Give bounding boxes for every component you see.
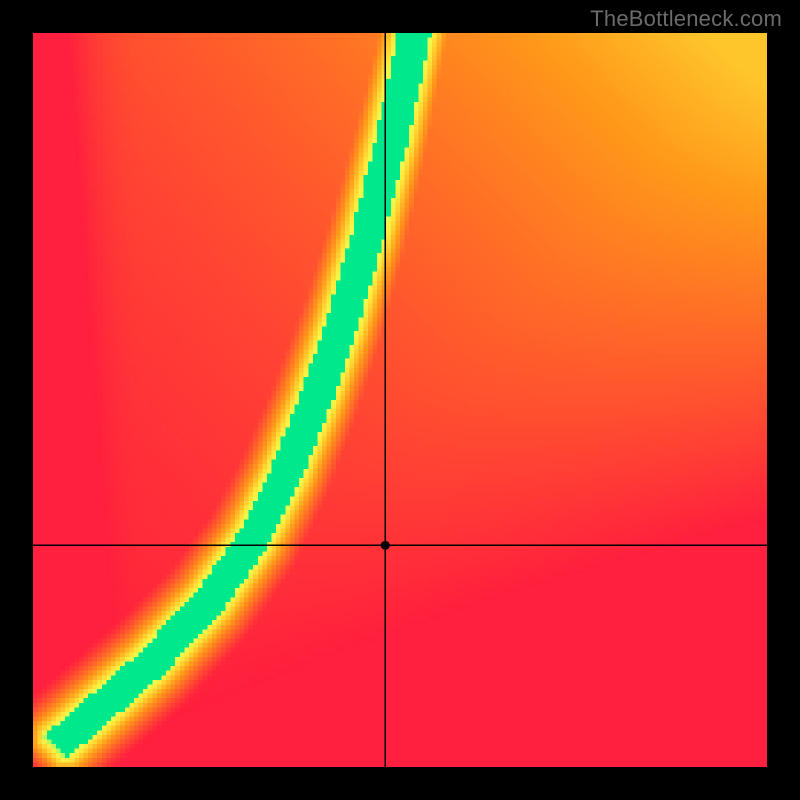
heatmap-plot [33,33,767,767]
watermark-text: TheBottleneck.com [590,6,782,32]
marker-dot [381,541,390,550]
heatmap-image [33,33,767,767]
